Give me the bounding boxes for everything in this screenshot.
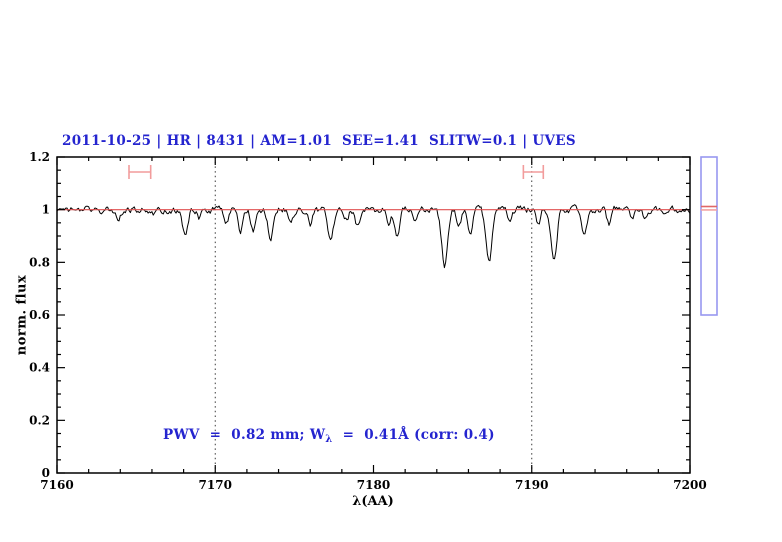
interval-markers <box>128 165 545 180</box>
y-tick-label: 0.6 <box>29 308 50 322</box>
side-gauge-box <box>700 156 718 316</box>
x-tick-label: 7180 <box>357 478 390 492</box>
y-tick-label: 1.2 <box>29 150 50 164</box>
pwv-annotation: PWV = 0.82 mm; Wλ = 0.41Å (corr: 0.4) <box>143 411 495 461</box>
spectrum-line <box>56 204 691 269</box>
y-tick-label: 0 <box>42 466 50 480</box>
pwv-annotation-lambda-subscript: λ <box>325 434 333 445</box>
y-tick-label: 1 <box>42 203 50 217</box>
x-tick-label: 7190 <box>515 478 548 492</box>
pwv-annotation-suffix: = 0.41Å (corr: 0.4) <box>332 427 495 443</box>
y-tick-label: 0.4 <box>29 361 50 375</box>
y-tick-label: 0.8 <box>29 255 50 269</box>
x-tick-label: 7170 <box>199 478 232 492</box>
pwv-annotation-prefix: PWV = 0.82 mm; W <box>163 427 326 443</box>
x-tick-label: 7200 <box>673 478 706 492</box>
x-axis-label: λ(AA) <box>352 494 394 509</box>
y-axis-label: norm. flux <box>14 274 30 356</box>
plot-title: 2011-10-25 | HR | 8431 | AM=1.01 SEE=1.4… <box>62 133 576 149</box>
axis-ticks <box>56 156 691 474</box>
x-tick-label: 7160 <box>40 478 73 492</box>
tick-labels: 7160 7170 7180 7190 7200 0 0.2 0.4 0.6 0.8 1 1.2 <box>29 150 707 492</box>
y-tick-label: 0.2 <box>29 413 50 427</box>
side-gauge <box>700 156 718 316</box>
